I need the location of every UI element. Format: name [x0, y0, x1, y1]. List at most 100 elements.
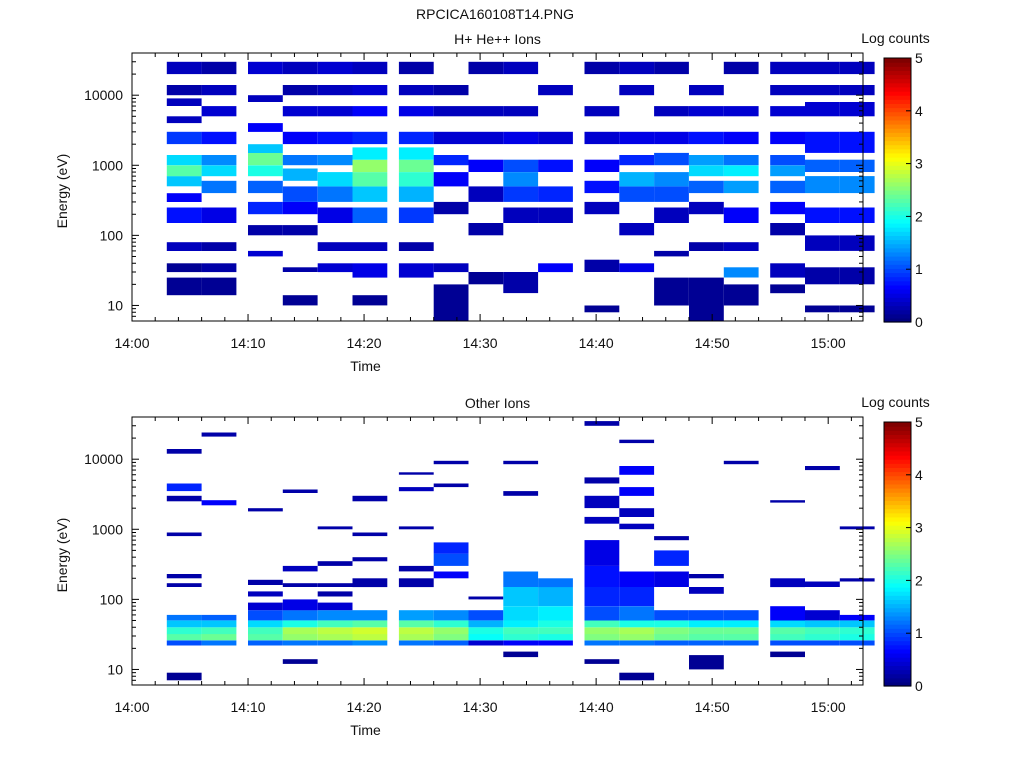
heatmap-cell — [805, 610, 840, 621]
heatmap-cell — [398, 61, 434, 75]
heatmap-cell — [282, 106, 318, 117]
heatmap-cell — [352, 532, 388, 537]
heatmap-cell — [468, 223, 504, 236]
heatmap-cell — [619, 61, 655, 75]
colorbar-frame — [883, 57, 912, 323]
colorbar-step — [884, 181, 911, 187]
colorbar-step — [884, 128, 911, 133]
colorbar-step — [884, 251, 911, 257]
heatmap-cell — [839, 578, 875, 582]
heatmap-cell — [248, 225, 283, 236]
heatmap-cell — [619, 672, 655, 681]
colorbar-step — [884, 661, 911, 666]
heatmap-cell — [352, 578, 388, 588]
heatmap-cell — [839, 614, 875, 621]
heatmap-cell — [503, 606, 539, 621]
colorbar-step — [884, 653, 911, 658]
heatmap-cell — [352, 61, 388, 75]
heatmap-cell — [166, 583, 202, 587]
colorbar-tick-label: 4 — [915, 103, 923, 119]
heatmap-cell — [317, 526, 353, 530]
heatmap-cell — [689, 165, 724, 177]
heatmap-cell — [352, 131, 388, 145]
heatmap-cell — [503, 207, 539, 223]
heatmap-cell — [433, 85, 469, 96]
heatmap-cell — [398, 627, 434, 635]
x-tick-label: 14:50 — [695, 699, 730, 715]
heatmap-cell — [584, 180, 620, 194]
heatmap-cell — [584, 627, 620, 635]
colorbar-step — [884, 78, 911, 84]
heatmap-cell — [654, 131, 689, 145]
colorbar-step — [884, 595, 911, 600]
heatmap-cell — [538, 85, 573, 96]
heatmap-cell — [538, 634, 573, 641]
y-tick-label: 10 — [107, 297, 123, 313]
heatmap-cell — [166, 61, 202, 75]
heatmap-cell — [839, 235, 875, 251]
y-tick-label: 100 — [100, 227, 124, 243]
heatmap-cell — [503, 651, 539, 658]
heatmap-cell — [317, 634, 353, 641]
heatmap-cell — [433, 201, 469, 215]
heatmap-cell — [538, 159, 573, 172]
heatmap-cell — [584, 305, 620, 313]
heatmap-cell — [166, 263, 202, 273]
heatmap-cell — [433, 483, 469, 488]
heatmap-cell — [689, 587, 724, 594]
plot-frame — [131, 416, 864, 686]
heatmap-cell — [433, 263, 469, 273]
heatmap-cell — [248, 165, 283, 177]
heatmap-cell — [282, 489, 318, 493]
heatmap-cell — [770, 106, 805, 117]
heatmap-cell — [317, 591, 353, 597]
heatmap-cell — [201, 627, 237, 635]
heatmap-cell — [689, 640, 724, 646]
heatmap-cell — [584, 61, 620, 75]
heatmap-cells — [166, 61, 875, 321]
heatmap-cell — [770, 131, 805, 145]
heatmap-cell — [201, 165, 237, 177]
colorbar-step — [884, 165, 911, 170]
colorbar-step — [884, 190, 911, 195]
colorbar-step — [884, 169, 911, 175]
colorbar-step — [884, 599, 911, 605]
heatmap-cell — [619, 587, 655, 607]
colorbar-step — [884, 132, 911, 137]
heatmap-cell — [352, 85, 388, 96]
heatmap-cell — [770, 201, 805, 215]
heatmap-cell — [503, 620, 539, 628]
y-tick-label: 10 — [107, 661, 123, 677]
plot-frame — [131, 52, 864, 322]
heatmap-cell — [584, 587, 620, 607]
colorbar-step — [884, 309, 911, 315]
colorbar-step — [884, 640, 911, 646]
colorbar-step — [884, 665, 911, 671]
heatmap-cell — [282, 85, 318, 96]
colorbar-step — [884, 475, 911, 481]
heatmap-cell — [770, 263, 805, 278]
heatmap-cell — [166, 155, 202, 166]
heatmap-cell — [503, 587, 539, 607]
heatmap-cell — [538, 627, 573, 635]
colorbar-step — [884, 529, 911, 534]
heatmap-cell — [433, 553, 469, 566]
heatmap-cell — [619, 627, 655, 635]
colorbar-tick-label: 5 — [915, 414, 923, 430]
colorbar-tick-label: 1 — [915, 261, 923, 277]
colorbar-step — [884, 669, 911, 675]
heatmap-cell — [352, 263, 388, 278]
heatmap-cell — [584, 540, 620, 566]
colorbar-step — [884, 533, 911, 539]
colorbar-step — [884, 459, 911, 464]
heatmap-cell — [805, 235, 840, 251]
colorbar: 0 1 2 3 4 5 Log counts — [861, 394, 930, 694]
heatmap-cell — [689, 201, 724, 215]
heatmap-cell — [723, 155, 759, 166]
colorbar-step — [884, 512, 911, 518]
heatmap-cell — [723, 106, 759, 117]
heatmap-cell — [398, 85, 434, 96]
heatmap-cell — [619, 634, 655, 641]
colorbar-step — [884, 607, 911, 613]
heatmap-cell — [538, 587, 573, 607]
